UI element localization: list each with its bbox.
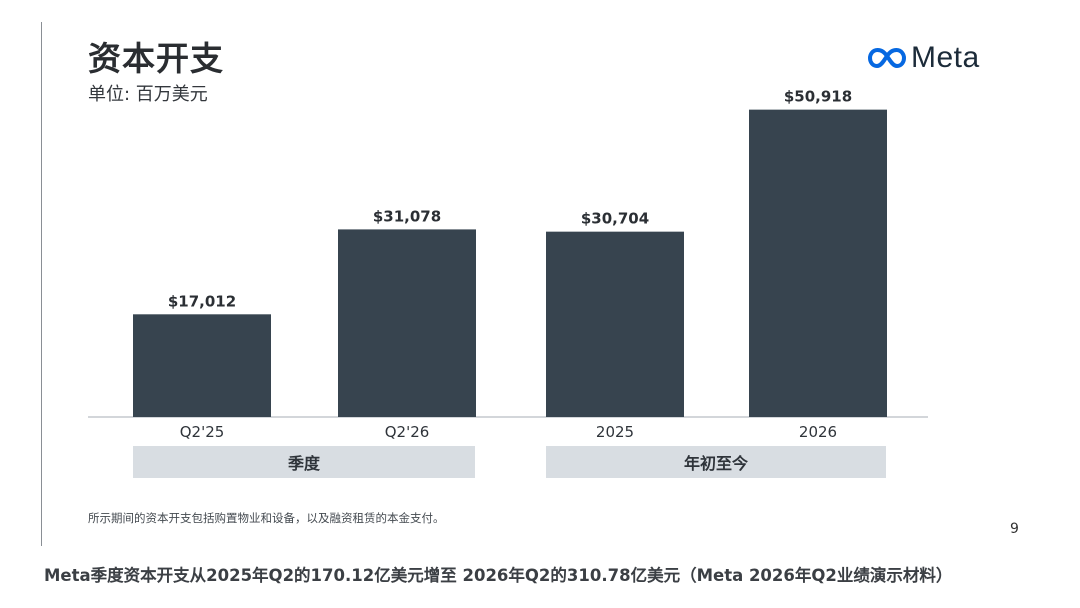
data-label-1: $31,078 [373, 207, 441, 225]
slide: 资本开支 单位: 百万美元 Meta $17,012 Q2'25 $31,078 Q2… [41, 22, 1019, 546]
x-tick-label-3: 2026 [799, 423, 837, 441]
x-tick-label-2: 2025 [596, 423, 634, 441]
bar-1 [338, 229, 476, 417]
data-label-3: $50,918 [784, 88, 852, 106]
bar-0 [133, 314, 271, 417]
x-tick-label-1: Q2'26 [385, 423, 430, 441]
meta-logo: Meta [868, 38, 980, 78]
meta-logo-text: Meta [911, 41, 980, 74]
group-label-quarterly: 季度 [133, 446, 475, 478]
data-label-0: $17,012 [168, 292, 236, 310]
data-label-2: $30,704 [581, 210, 649, 228]
meta-infinity-logo-icon [868, 48, 906, 68]
capex-bar-chart: $17,012 Q2'25 $31,078 Q2'26 $30,704 2025 $50,9… [88, 88, 928, 441]
page-number: 9 [1010, 521, 1019, 537]
group-label-ytd: 年初至今 [546, 446, 886, 478]
bar-2 [546, 231, 684, 417]
unit-subtitle: 单位: 百万美元 [88, 84, 208, 105]
x-tick-label-0: Q2'25 [180, 423, 225, 441]
left-divider [41, 22, 42, 546]
bar-3 [749, 109, 887, 417]
footnote: 所示期间的资本开支包括购置物业和设备，以及融资租赁的本金支付。 [88, 511, 445, 525]
figure-caption: Meta季度资本开支从2025年Q2的170.12亿美元增至 2026年Q2的3… [44, 566, 953, 585]
page-title: 资本开支 [88, 39, 224, 78]
